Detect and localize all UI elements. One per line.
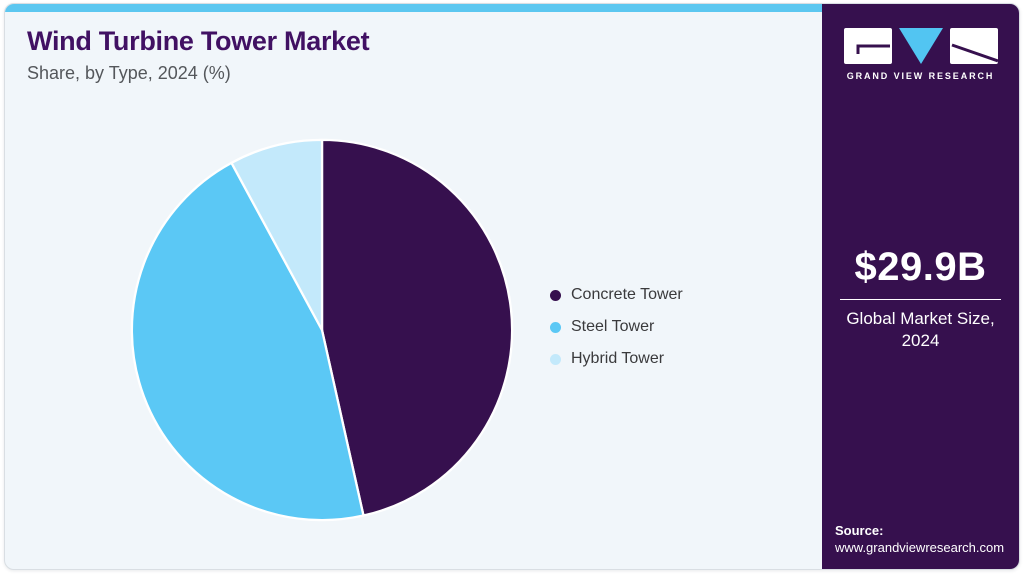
legend-label: Hybrid Tower [571, 350, 665, 367]
divider [840, 299, 1001, 300]
brand-logo: GRAND VIEW RESEARCH [822, 28, 1019, 81]
market-size-block: $29.9B Global Market Size, 2024 [822, 245, 1019, 353]
legend: Concrete Tower Steel Tower Hybrid Tower [550, 286, 683, 368]
source-url: www.grandviewresearch.com [835, 540, 1005, 555]
pie-slice-hybrid-tower [230, 138, 324, 332]
pie-chart-svg [130, 138, 514, 522]
pie-slice-concrete-tower [320, 138, 514, 517]
top-accent-bar [5, 4, 822, 12]
legend-dot-icon [550, 353, 561, 365]
chart-area: Wind Turbine Tower Market Share, by Type… [5, 4, 822, 569]
legend-label: Steel Tower [571, 318, 655, 335]
pie-slice-steel-tower [130, 161, 365, 522]
pie-chart [129, 137, 515, 523]
legend-dot-icon [550, 289, 561, 301]
header: Wind Turbine Tower Market Share, by Type… [27, 26, 370, 84]
logo-r-icon [949, 28, 998, 64]
legend-item-concrete-tower: Concrete Tower [550, 286, 683, 304]
logo-g-icon [843, 28, 892, 64]
page-title: Wind Turbine Tower Market [27, 26, 370, 56]
legend-item-hybrid-tower: Hybrid Tower [550, 350, 683, 368]
source-label: Source: [835, 523, 884, 538]
sidebar: GRAND VIEW RESEARCH $29.9B Global Market… [822, 4, 1019, 569]
infographic-card: Wind Turbine Tower Market Share, by Type… [4, 3, 1020, 570]
legend-item-steel-tower: Steel Tower [550, 318, 683, 336]
source-block: Source: www.grandviewresearch.com [835, 523, 1004, 555]
legend-label: Concrete Tower [571, 286, 683, 303]
legend-dot-icon [550, 321, 561, 333]
market-size-label: Global Market Size, 2024 [846, 309, 995, 351]
logo-glyphs [822, 28, 1019, 64]
logo-v-icon [898, 28, 943, 64]
market-size-value: $29.9B [854, 245, 987, 289]
brand-name: GRAND VIEW RESEARCH [846, 71, 995, 81]
page-subtitle: Share, by Type, 2024 (%) [27, 63, 231, 83]
